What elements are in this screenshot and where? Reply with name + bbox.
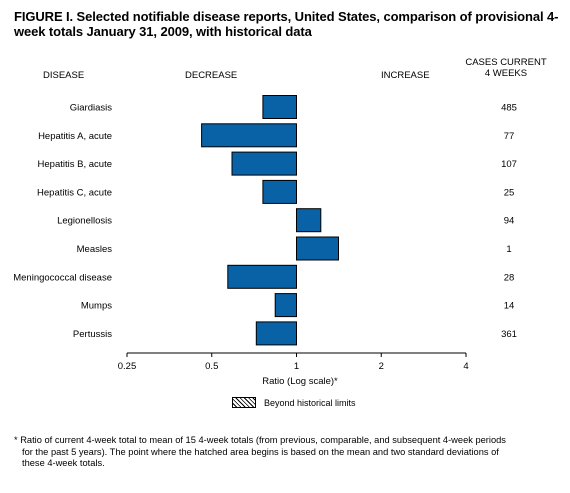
- footnote-line-3: these 4-week totals.: [22, 458, 105, 468]
- case-count: 1: [506, 244, 511, 255]
- figure-title: FIGURE I. Selected notifiable disease re…: [14, 9, 559, 39]
- x-tick-label: 0.5: [205, 361, 218, 370]
- category-label: Hepatitis C, acute: [37, 187, 112, 198]
- case-count: 94: [504, 216, 515, 227]
- ratio-bar-chart: Giardiasis 485 Hepatitis A, acute 77 Hepatit…: [13, 95, 517, 370]
- footnote-line-2: for the past 5 years). The point where t…: [22, 446, 499, 457]
- bar-hepatitis-a-acute: [201, 123, 298, 148]
- x-tick-label: 2: [379, 361, 384, 370]
- case-count: 25: [504, 187, 515, 198]
- bar-measles: [296, 236, 339, 261]
- category-label: Pertussis: [73, 329, 112, 340]
- case-count: 485: [501, 103, 517, 114]
- disease-column-header: DISEASE: [43, 70, 85, 81]
- bar-hepatitis-b-acute: [231, 151, 297, 176]
- legend-label: Beyond historical limits: [264, 397, 356, 408]
- bar-giardiasis: [262, 95, 297, 119]
- cases-column-header: CASES CURRENT 4 WEEKS: [460, 57, 552, 79]
- x-tick-label: 1: [294, 361, 299, 370]
- increase-header: INCREASE: [381, 70, 430, 81]
- bar-pertussis: [255, 321, 297, 346]
- case-count: 77: [504, 131, 515, 142]
- bar-mumps: [274, 293, 298, 318]
- bar-legionellosis: [296, 208, 322, 233]
- case-count: 14: [504, 301, 515, 312]
- x-tick-label: 0.25: [118, 361, 137, 370]
- bar-meningococcal-disease: [227, 264, 297, 289]
- category-label: Meningococcal disease: [13, 272, 112, 283]
- case-count: 361: [501, 329, 517, 340]
- category-label: Hepatitis B, acute: [38, 159, 112, 170]
- x-axis-label: Ratio (Log scale)*: [262, 376, 338, 387]
- case-count: 107: [501, 159, 517, 170]
- decrease-header: DECREASE: [185, 70, 238, 81]
- cases-header-line2: 4 WEEKS: [484, 68, 528, 79]
- legend: Beyond historical limits: [232, 397, 356, 408]
- category-label: Mumps: [81, 301, 112, 312]
- category-label: Hepatitis A, acute: [38, 131, 112, 142]
- cases-header-line1: CASES CURRENT: [465, 57, 547, 68]
- footnote-line-1: * Ratio of current 4-week total to mean …: [14, 435, 506, 445]
- category-label: Measles: [77, 244, 113, 255]
- category-label: Legionellosis: [57, 216, 112, 227]
- footnote: * Ratio of current 4-week total to mean …: [14, 435, 559, 470]
- x-tick-label: 4: [463, 361, 468, 370]
- bar-hepatitis-c-acute: [262, 179, 297, 204]
- case-count: 28: [504, 272, 515, 283]
- hatched-legend-swatch: [232, 397, 256, 408]
- category-label: Giardiasis: [70, 103, 112, 114]
